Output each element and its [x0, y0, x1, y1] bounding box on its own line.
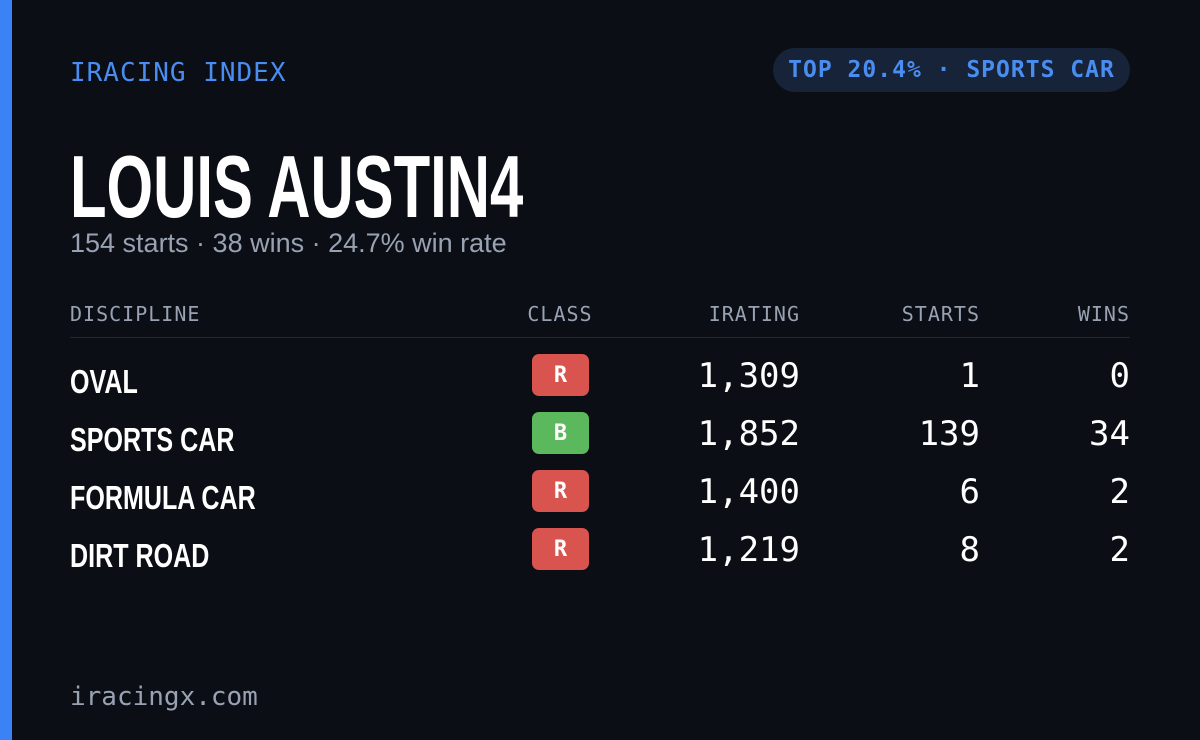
summary: 154 starts · 38 wins · 24.7% win rate	[70, 228, 507, 258]
column-header: DISCIPLINE	[70, 302, 201, 326]
brand-label: IRACING INDEX	[70, 58, 287, 88]
column-header: WINS	[1077, 302, 1130, 326]
irating: 1,219	[697, 530, 800, 570]
starts: 8	[959, 530, 980, 570]
accent-stripe	[0, 0, 12, 740]
class-badge: R	[532, 354, 589, 396]
starts: 6	[959, 472, 980, 512]
column-header: STARTS	[901, 302, 980, 326]
wins: 0	[1109, 356, 1130, 396]
discipline: SPORTS CAR	[70, 421, 235, 458]
column-header: CLASS	[527, 302, 593, 326]
wins: 2	[1109, 530, 1130, 570]
starts: 139	[918, 414, 980, 454]
wins: 2	[1109, 472, 1130, 512]
irating: 1,400	[697, 472, 800, 512]
wins: 34	[1089, 414, 1130, 454]
driver-name: LOUIS AUSTIN4	[70, 137, 524, 236]
class-badge: B	[532, 412, 589, 454]
class-badge: R	[532, 528, 589, 570]
rank-badge: TOP 20.4% · SPORTS CAR	[773, 48, 1130, 92]
class-badge: R	[532, 470, 589, 512]
irating: 1,852	[697, 414, 800, 454]
header-rule	[70, 337, 1130, 338]
discipline: DIRT ROAD	[70, 537, 210, 574]
irating: 1,309	[697, 356, 800, 396]
discipline: FORMULA CAR	[70, 479, 256, 516]
starts: 1	[959, 356, 980, 396]
discipline: OVAL	[70, 363, 138, 400]
footer-site: iracingx.com	[70, 682, 258, 712]
column-header: IRATING	[708, 302, 800, 326]
